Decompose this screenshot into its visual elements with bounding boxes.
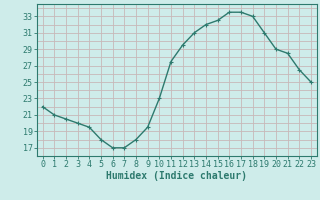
X-axis label: Humidex (Indice chaleur): Humidex (Indice chaleur): [106, 171, 247, 181]
